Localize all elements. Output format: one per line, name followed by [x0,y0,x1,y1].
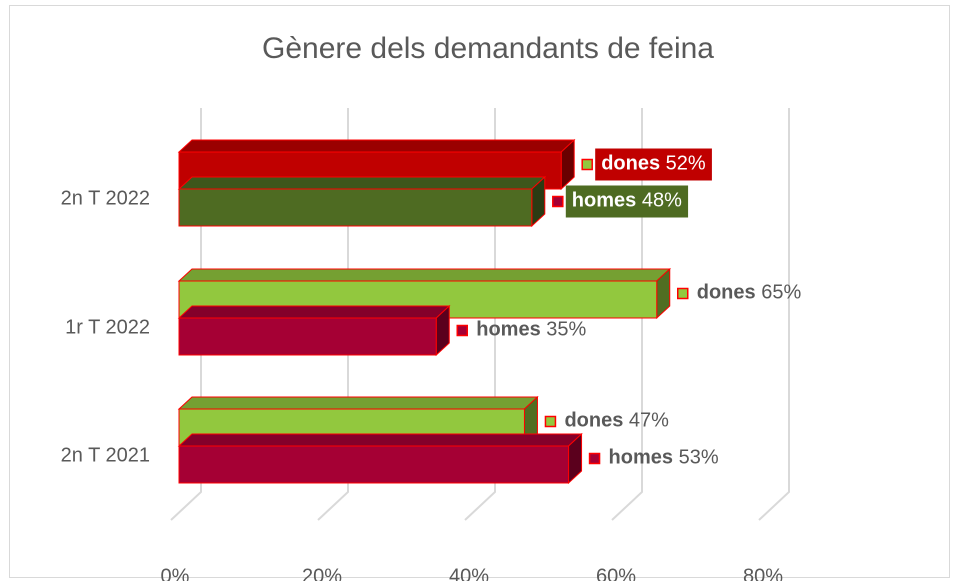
data-label-box [565,185,689,218]
grid-line [317,108,349,521]
data-label-name: homes [572,190,636,212]
bar-front [178,445,570,484]
bar-top [177,139,576,153]
y-tick-label: 2n T 2021 [61,444,150,466]
legend-key [552,195,564,208]
legend-key [456,324,468,337]
y-tick-label: 1r T 2022 [65,316,150,338]
data-label: homes 48% [572,190,682,212]
legend-key [677,287,689,300]
legend-key [581,158,593,171]
grid-line [170,108,202,521]
y-tick-label: 2n T 2022 [61,187,150,209]
bar [177,432,583,485]
data-label: dones 65% [697,282,802,304]
data-label-value: 47% [629,410,669,432]
x-tick-label: 20% [302,565,342,581]
bar-front [178,317,437,356]
bar-top [177,176,547,190]
data-label: dones 47% [564,410,669,432]
data-label-value: 52% [666,153,706,175]
x-tick-label: 60% [596,565,636,581]
data-label-name: dones [564,410,623,432]
legend-key [588,452,601,465]
bar-top [177,433,583,447]
data-label-name: homes [609,447,673,469]
bar-top [177,305,451,319]
bar [177,175,547,228]
x-tick-label: 0% [161,565,190,581]
bar-top [177,268,672,282]
data-label-name: homes [476,319,540,341]
data-label-value: 53% [679,447,719,469]
chart-title: Gènere dels demandants de feina [262,32,714,65]
bar-front [178,188,533,227]
x-tick-label: 40% [449,565,489,581]
data-label-value: 35% [546,319,586,341]
data-label: homes 53% [609,447,719,469]
data-label: homes 35% [476,319,586,341]
legend-key [544,415,557,428]
x-tick-label: 80% [743,565,783,581]
grid-line [464,108,496,521]
data-label: dones 52% [601,153,706,175]
grid-line [758,108,790,521]
data-label-name: dones [697,282,756,304]
grid-line [611,108,643,521]
data-label-value: 65% [761,282,801,304]
data-label-name: dones [601,153,660,175]
bar-top [177,396,539,410]
data-label-value: 48% [642,190,682,212]
data-label-box [595,148,712,181]
bar [177,304,451,357]
